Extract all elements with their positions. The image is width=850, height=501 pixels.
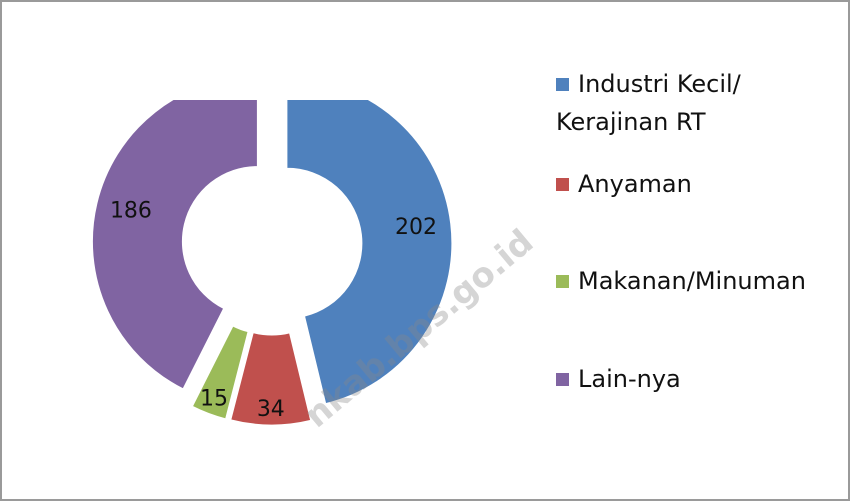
donut-segment bbox=[230, 332, 312, 426]
legend-label: Makanan/Minuman bbox=[578, 267, 806, 295]
donut-segment bbox=[191, 325, 249, 420]
data-label: 15 bbox=[200, 386, 228, 411]
legend-label: Anyaman bbox=[578, 170, 692, 198]
legend-swatch bbox=[556, 373, 569, 386]
data-label: 202 bbox=[395, 215, 437, 240]
legend-swatch bbox=[556, 78, 569, 91]
donut-segment bbox=[91, 100, 258, 390]
legend-label: Industri Kecil/Kerajinan RT bbox=[556, 70, 742, 136]
data-label: 34 bbox=[257, 397, 285, 422]
legend-label: Lain-nya bbox=[578, 365, 681, 393]
legend-swatch bbox=[556, 178, 569, 191]
donut-segment bbox=[286, 100, 453, 405]
data-label: 186 bbox=[110, 198, 152, 223]
legend-swatch bbox=[556, 275, 569, 288]
